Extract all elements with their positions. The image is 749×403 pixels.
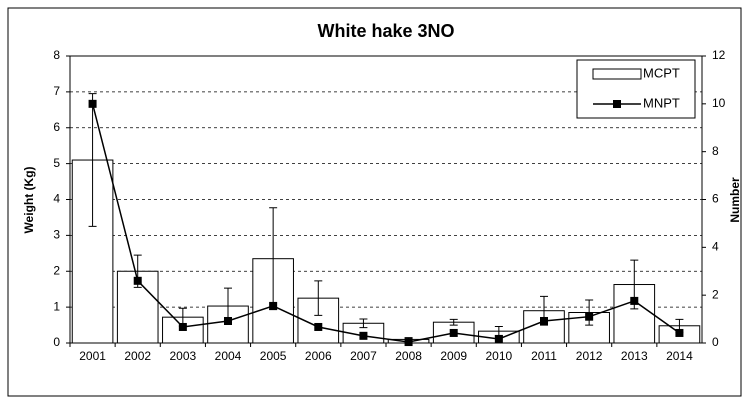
x-tick-label: 2012 [576, 349, 603, 363]
x-tick-label: 2007 [350, 349, 377, 363]
y-tick-label: 4 [53, 192, 60, 206]
x-tick-label: 2004 [215, 349, 242, 363]
y2-tick-label: 0 [712, 335, 719, 349]
marker [540, 316, 548, 325]
y-tick-label: 2 [53, 263, 60, 277]
y2-tick-label: 12 [712, 48, 726, 62]
x-tick-label: 2008 [395, 349, 422, 363]
error-bar [88, 93, 97, 227]
marker [359, 331, 368, 340]
line [91, 103, 680, 343]
legend-label: MNPT [643, 95, 680, 110]
marker [494, 334, 503, 343]
x-tick-label: 2001 [79, 349, 106, 363]
error-bar [449, 318, 458, 326]
x-tick-label: 2002 [124, 349, 151, 363]
x-tick-label: 2011 [531, 349, 557, 363]
x-tick-label: 2014 [666, 349, 693, 363]
chart-title: White hake 3NO [317, 21, 454, 41]
y-tick-label: 0 [53, 335, 60, 349]
marker [585, 312, 594, 321]
x-tick-label: 2010 [486, 349, 513, 363]
legend-marker [613, 100, 621, 108]
error-bar [359, 318, 368, 329]
y2-tick-label: 6 [712, 192, 719, 206]
legend-swatch [592, 68, 642, 80]
marker [269, 301, 278, 310]
marker [88, 99, 97, 108]
x-tick-label: 2013 [621, 349, 648, 363]
x-tick-label: 2005 [260, 349, 287, 363]
error-bar [585, 299, 594, 326]
y2-tick-label: 10 [712, 96, 726, 110]
y2-tick-label: 2 [712, 287, 719, 301]
y2-tick-label: 4 [712, 240, 719, 254]
y-tick-label: 7 [53, 84, 60, 98]
marker [224, 316, 232, 325]
y-tick-label: 1 [53, 299, 60, 313]
x-tick-label: 2003 [170, 349, 197, 363]
y-axis-label: Weight (Kg) [22, 166, 36, 233]
marker [449, 328, 458, 337]
y-tick-label: 3 [53, 228, 60, 242]
marker [314, 322, 323, 331]
legend-label: MCPT [643, 65, 680, 80]
y-tick-label: 6 [53, 120, 60, 134]
x-tick-label: 2009 [440, 349, 467, 363]
x-tick-label: 2006 [305, 349, 332, 363]
y2-tick-label: 8 [712, 144, 719, 158]
y-tick-label: 5 [53, 156, 60, 170]
marker [630, 296, 639, 305]
marker [675, 328, 684, 337]
marker [133, 276, 142, 285]
marker [404, 338, 413, 347]
marker [178, 322, 187, 331]
error-bar [314, 280, 323, 316]
y2-axis-label: Number [728, 177, 742, 223]
y-tick-label: 8 [53, 48, 60, 62]
